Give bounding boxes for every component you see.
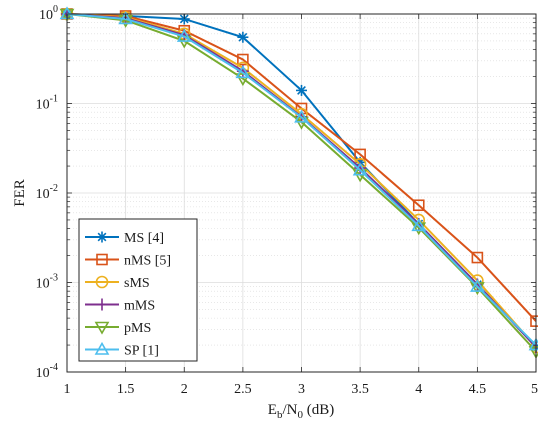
square-marker <box>412 199 425 212</box>
y-tick-label: 10-4 <box>36 362 58 381</box>
triangle-up-marker <box>352 162 368 176</box>
y-tick-label: 10-1 <box>36 94 58 113</box>
asterisk-marker <box>237 31 249 43</box>
x-axis-title: Eb/N0 (dB) <box>268 402 334 421</box>
asterisk-marker <box>96 231 108 243</box>
circle-marker <box>95 275 109 289</box>
triangle-up-marker <box>235 65 251 79</box>
x-tick-label: 2 <box>181 382 188 397</box>
x-tick-label: 5 <box>531 382 538 397</box>
legend-label: pMS <box>124 321 151 336</box>
square-marker <box>237 53 249 66</box>
x-tick-label: 2.5 <box>234 382 252 397</box>
plus-marker <box>96 298 108 311</box>
y-tick-label: 100 <box>39 4 58 23</box>
triangle-up-marker <box>118 11 134 25</box>
legend-label: nMS [5] <box>124 254 171 269</box>
y-tick-labels: 10-4 10-3 10-2 10-1 100 <box>36 4 58 381</box>
y-tick-label: 10-2 <box>36 183 58 202</box>
x-tick-label: 1 <box>64 382 71 397</box>
triangle-up-marker <box>469 278 485 292</box>
x-tick-label: 3 <box>298 382 305 397</box>
y-axis-title: FER <box>12 179 28 207</box>
x-tick-labels: 1 1.5 2 2.5 3 3.5 4 4.5 5 <box>64 382 538 397</box>
series-line <box>66 13 537 346</box>
triangle-up-marker <box>411 218 427 232</box>
triangle-down-marker <box>94 321 110 335</box>
y-tick-label: 10-3 <box>36 273 58 292</box>
legend-label: sMS <box>124 276 150 291</box>
asterisk-marker <box>296 84 307 96</box>
square-marker <box>471 251 484 264</box>
triangle-up-marker <box>94 341 110 355</box>
square-marker <box>96 253 108 266</box>
x-tick-label: 3.5 <box>351 382 369 397</box>
x-tick-label: 4.5 <box>469 382 487 397</box>
legend-label: mMS <box>124 299 155 314</box>
legend-item-pms: pMS <box>85 321 151 336</box>
legend-label: MS [4] <box>124 231 164 246</box>
legend-item-sp-1: SP [1] <box>85 341 159 359</box>
x-tick-label: 1.5 <box>117 382 135 397</box>
legend-item-mms: mMS <box>85 298 155 314</box>
triangle-up-marker <box>294 109 309 123</box>
series-layer <box>59 6 538 359</box>
triangle-up-marker <box>176 28 192 42</box>
legend-item-sms: sMS <box>85 275 150 291</box>
legend: MS [4] nMS [5] sMS mMS pMS SP [1] <box>78 218 198 362</box>
legend-item-ms-4: MS [4] <box>85 231 164 246</box>
legend-label: SP [1] <box>124 344 159 359</box>
legend-item-nms-5: nMS [5] <box>85 254 171 269</box>
axis-ticks <box>66 13 537 373</box>
legend-box <box>78 218 198 362</box>
x-tick-label: 4 <box>415 382 422 397</box>
